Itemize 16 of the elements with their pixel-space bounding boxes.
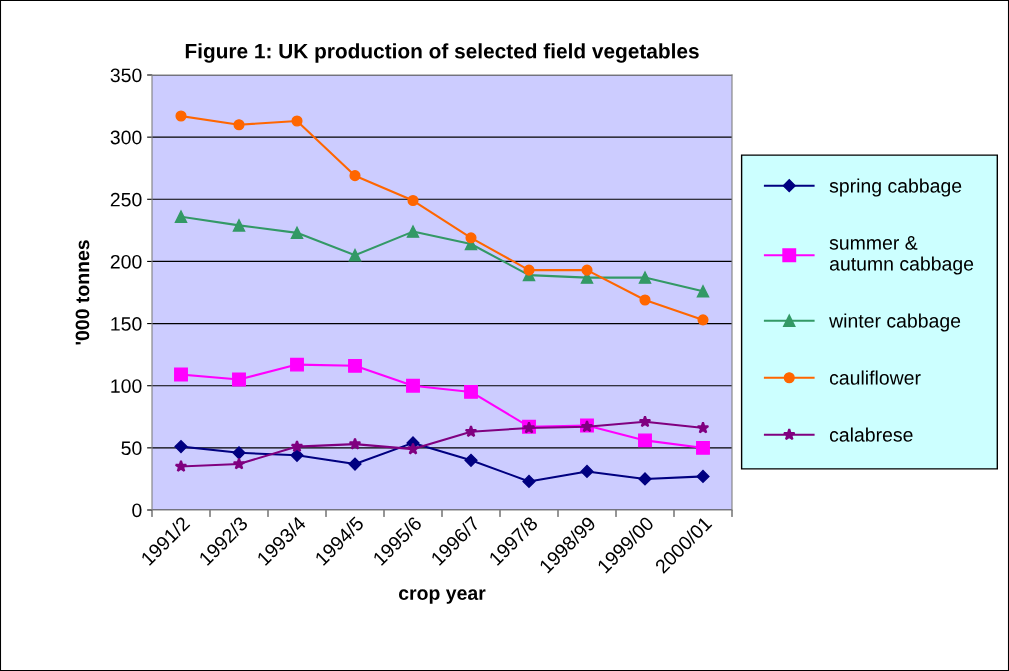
legend-label: calabrese: [829, 427, 913, 442]
y-tick-label: 350: [110, 68, 142, 83]
y-tick-label: 150: [111, 317, 142, 331]
y-axis-title: '000 tonnes: [75, 240, 90, 345]
legend-label: summer & autumn cabbage: [829, 236, 974, 275]
y-tick-label: 250: [110, 192, 142, 207]
legend-label: cauliflower: [829, 370, 921, 385]
chart-title: Figure 1: UK production of selected field vegetables: [185, 43, 699, 63]
x-axis-title: crop year: [398, 589, 486, 604]
legend-label: winter cabbage: [829, 313, 961, 332]
y-tick-label: 50: [121, 441, 142, 456]
y-tick-label: 200: [110, 254, 142, 269]
y-tick-label: 100: [111, 379, 142, 393]
y-tick-label: 0: [132, 503, 142, 518]
y-tick-label: 300: [110, 130, 142, 145]
legend-label: spring cabbage: [829, 178, 962, 197]
